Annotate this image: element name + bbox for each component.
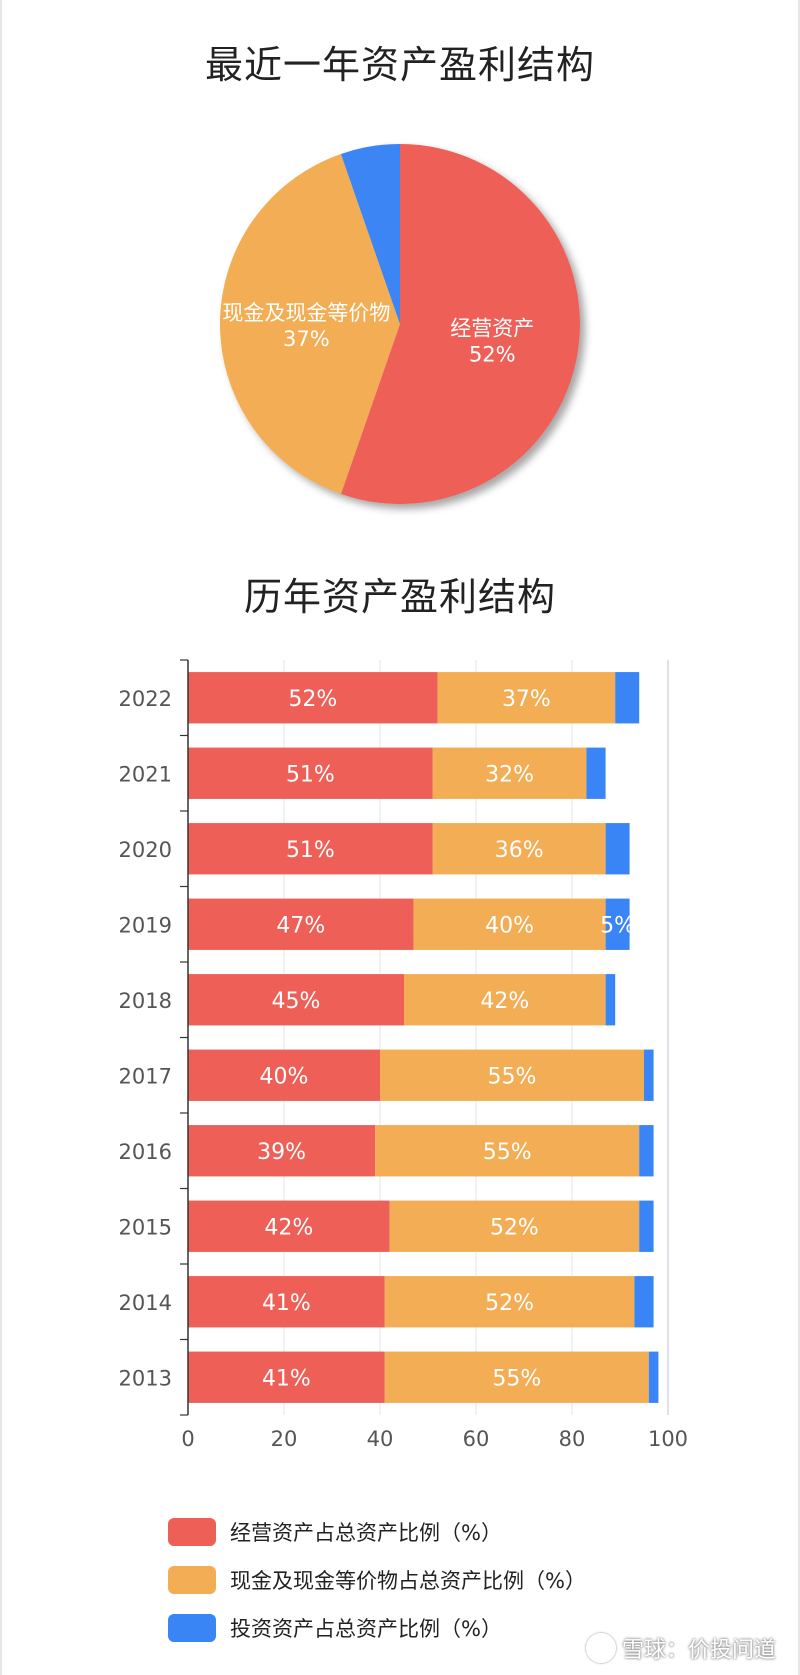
y-tick-label: 2016: [119, 1140, 172, 1164]
bar-segment-investment: [615, 672, 640, 724]
pie-chart-title: 最近一年资产盈利结构: [204, 43, 595, 87]
stacked-bar-chart: 52% 37% 2022 51% 32% 2021 51% 36% 2020 47% 40% 5% 20…: [119, 659, 688, 1451]
bar-data-label: 55%: [488, 1064, 537, 1089]
x-tick-label: 80: [559, 1427, 586, 1451]
y-tick-label: 2019: [119, 913, 172, 937]
legend-item-operating[interactable]: 经营资产占总资产比例（%）: [168, 1508, 586, 1556]
bar-data-label: 37%: [502, 687, 551, 712]
bar-segment-operating: [188, 1200, 390, 1252]
bar-data-label: 42%: [264, 1215, 313, 1240]
bar-segment-operating: [188, 1049, 380, 1101]
y-tick-label: 2014: [119, 1291, 172, 1315]
bar-data-label: 45%: [272, 989, 321, 1014]
bar-data-label: 40%: [260, 1064, 309, 1089]
pie-slice-0: [340, 144, 580, 504]
bar-segment-operating: [188, 898, 414, 950]
bar-segment-cash: [432, 823, 606, 875]
bar-data-label: 55%: [483, 1140, 532, 1165]
x-tick-label: 0: [181, 1427, 194, 1451]
legend-label: 投资资产占总资产比例（%）: [230, 1617, 502, 1641]
bar-data-label: 40%: [485, 913, 534, 938]
bar-data-label: 47%: [276, 913, 325, 938]
bar-segment-investment: [634, 1276, 654, 1328]
y-tick-label: 2017: [119, 1064, 172, 1088]
pie-slice-value-label: 37%: [283, 327, 330, 351]
frame-border-left: [0, 0, 2, 1675]
bar-segment-investment: [639, 1125, 654, 1177]
bar-segment-operating: [188, 974, 404, 1026]
bar-segment-cash: [389, 1200, 640, 1252]
bar-segment-operating: [188, 747, 433, 799]
bar-segment-operating: [188, 823, 433, 875]
legend-swatch: [168, 1518, 216, 1546]
legend-item-investment[interactable]: 投资资产占总资产比例（%）: [168, 1604, 586, 1652]
bar-chart-title: 历年资产盈利结构: [243, 575, 556, 619]
y-tick-label: 2020: [119, 838, 172, 862]
bar-data-label: 52%: [288, 687, 337, 712]
bar-segment-cash: [375, 1125, 640, 1177]
x-tick-label: 100: [648, 1427, 688, 1451]
bar-segment-cash: [437, 672, 616, 724]
y-tick-label: 2015: [119, 1215, 172, 1239]
bar-segment-operating: [188, 1125, 376, 1177]
bar-segment-investment: [586, 747, 606, 799]
legend-label: 经营资产占总资产比例（%）: [230, 1521, 502, 1545]
bar-segment-investment: [605, 974, 616, 1026]
legend-item-cash[interactable]: 现金及现金等价物占总资产比例（%）: [168, 1556, 586, 1604]
bar-segment-cash: [380, 1049, 644, 1101]
bar-data-label: 41%: [262, 1291, 311, 1316]
x-tick-label: 40: [367, 1427, 394, 1451]
bar-segment-investment: [644, 1049, 654, 1101]
pie-slice-name-label: 现金及现金等价物: [222, 301, 390, 325]
pie-slice-value-label: 52%: [469, 343, 516, 367]
pie-slice-1: [219, 153, 400, 495]
bar-segment-cash: [432, 747, 587, 799]
pie-slice-2: [340, 144, 400, 324]
legend-swatch: [168, 1566, 216, 1594]
bar-segment-operating: [188, 1351, 385, 1403]
y-tick-label: 2018: [119, 989, 172, 1013]
y-tick-label: 2013: [119, 1366, 172, 1390]
y-tick-label: 2021: [119, 762, 172, 786]
bar-data-label: 52%: [490, 1215, 539, 1240]
bar-data-label: 55%: [492, 1366, 541, 1391]
bar-data-label: 42%: [480, 989, 529, 1014]
bar-segment-cash: [384, 1351, 649, 1403]
pie-slice-name-label: 经营资产: [450, 317, 534, 341]
bar-data-label: 32%: [485, 762, 534, 787]
bar-data-label: 41%: [262, 1366, 311, 1391]
bar-segment-operating: [188, 672, 438, 724]
legend-label: 现金及现金等价物占总资产比例（%）: [230, 1569, 586, 1593]
bar-segment-cash: [413, 898, 606, 950]
bar-data-label: 51%: [286, 838, 335, 863]
watermark: 雪球：价投问道: [585, 1632, 776, 1664]
watermark-text: 雪球：价投问道: [621, 1638, 776, 1663]
bar-data-label: 51%: [286, 762, 335, 787]
bar-data-label: 5%: [600, 913, 635, 938]
bar-segment-investment: [648, 1351, 659, 1403]
bar-segment-investment: [605, 898, 630, 950]
x-tick-label: 20: [271, 1427, 298, 1451]
bar-segment-investment: [639, 1200, 654, 1252]
bar-data-label: 36%: [495, 838, 544, 863]
bar-segment-cash: [404, 974, 606, 1026]
x-tick-label: 60: [463, 1427, 490, 1451]
bar-segment-investment: [605, 823, 630, 875]
bar-segment-operating: [188, 1276, 385, 1328]
pie-chart: [219, 144, 580, 504]
frame-border-right: [798, 0, 800, 1675]
bar-data-label: 39%: [257, 1140, 306, 1165]
y-tick-label: 2022: [119, 687, 172, 711]
bar-data-label: 52%: [485, 1291, 534, 1316]
legend-swatch: [168, 1614, 216, 1642]
bar-segment-cash: [384, 1276, 635, 1328]
xueqiu-logo-icon: [585, 1633, 616, 1663]
chart-legend: 经营资产占总资产比例（%） 现金及现金等价物占总资产比例（%） 投资资产占总资产比例…: [168, 1508, 586, 1652]
